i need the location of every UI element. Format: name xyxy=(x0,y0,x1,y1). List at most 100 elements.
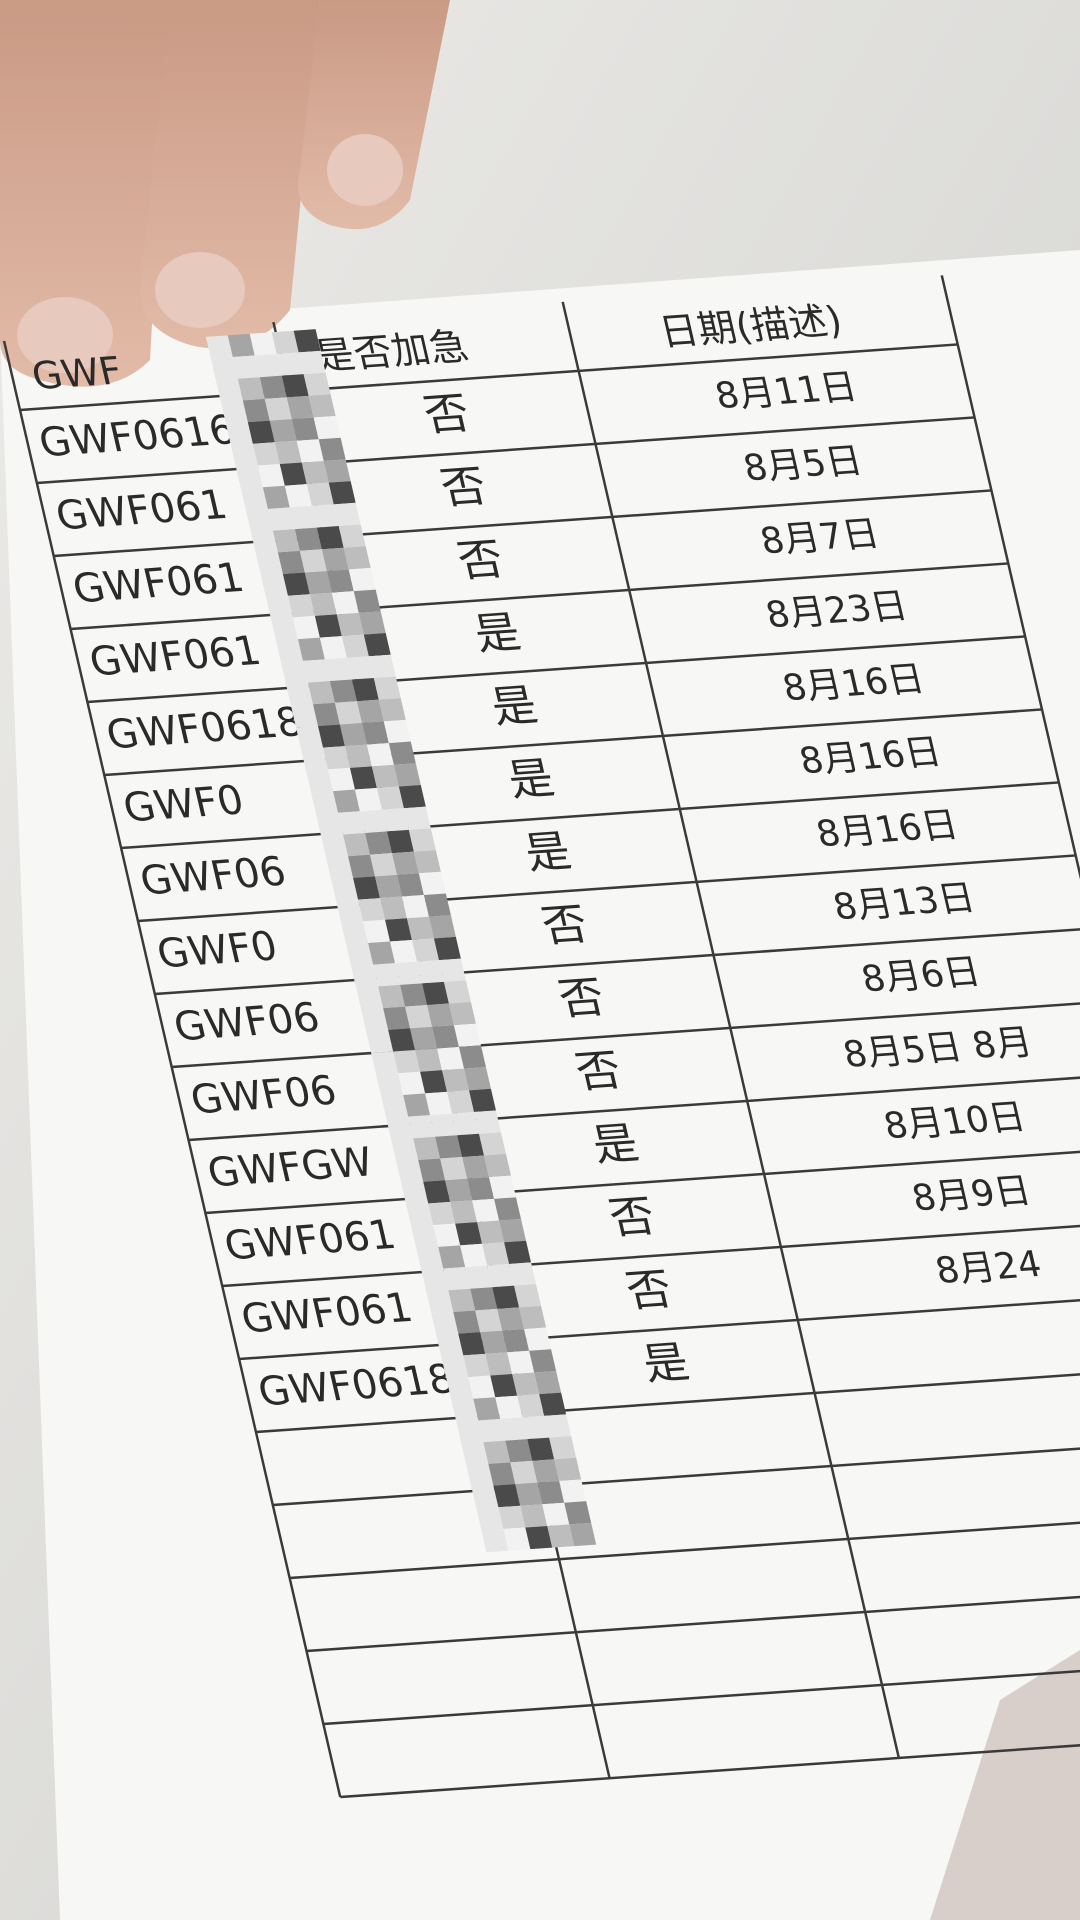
redaction-pixel xyxy=(431,1311,459,1336)
redaction-pixel xyxy=(378,984,406,1009)
row-rule xyxy=(87,635,1026,704)
redaction-pixel xyxy=(376,786,404,810)
redaction-pixel xyxy=(316,526,344,550)
redaction-pixel xyxy=(393,1049,421,1074)
date-cell: 8月16日 xyxy=(778,657,928,709)
redaction-pixel xyxy=(338,811,365,835)
redaction-pixel xyxy=(331,877,359,902)
redaction-pixel xyxy=(547,1524,575,1548)
nail xyxy=(327,134,403,206)
redaction-pixel xyxy=(497,1307,525,1331)
redaction-pixel xyxy=(383,1006,411,1030)
redaction-pixel xyxy=(514,1284,542,1308)
redaction-pixel xyxy=(492,1285,520,1309)
code-cell: GWF06 xyxy=(136,849,291,904)
redaction-pixel xyxy=(410,1026,438,1050)
redaction-pixel xyxy=(237,377,265,401)
redaction-pixel xyxy=(270,617,298,641)
redaction-pixel xyxy=(502,1329,530,1353)
redaction-pixel xyxy=(473,1397,501,1421)
redaction-pixel xyxy=(356,986,384,1010)
redaction-pixel xyxy=(346,943,374,967)
redaction-pixel xyxy=(276,352,304,376)
redaction-pixel xyxy=(328,481,356,505)
redaction-pixel xyxy=(333,502,361,527)
redaction-pixel xyxy=(351,677,379,702)
redaction-pixel xyxy=(503,1527,531,1551)
date-cell: 8月7日 xyxy=(756,512,883,562)
redaction-pixel xyxy=(403,1093,431,1117)
redaction-pixel xyxy=(433,936,461,961)
redaction-pixel xyxy=(257,464,285,488)
redaction-pixel xyxy=(334,701,362,725)
redaction-pixel xyxy=(358,611,386,635)
redaction-pixel xyxy=(507,1350,535,1375)
redaction-pixel xyxy=(227,333,255,358)
redaction-pixel xyxy=(363,633,391,657)
redaction-pixel xyxy=(393,763,421,787)
redaction-pixel xyxy=(250,530,278,554)
redaction-pixel xyxy=(469,1088,496,1113)
redaction-pixel xyxy=(505,1439,533,1463)
redaction-pixel xyxy=(381,1094,409,1119)
redaction-pixel xyxy=(499,1219,527,1243)
redaction-pixel xyxy=(371,1051,399,1075)
redaction-pixel xyxy=(487,1263,515,1288)
redaction-pixel xyxy=(307,681,335,705)
redaction-pixel xyxy=(438,1245,466,1269)
redaction-pixel xyxy=(474,1110,501,1134)
redaction-pixel xyxy=(385,918,412,942)
redaction-pixel xyxy=(483,1440,511,1464)
redaction-pixel xyxy=(380,896,407,920)
redaction-pixel xyxy=(331,591,359,615)
redaction-pixel xyxy=(482,1242,510,1266)
redaction-pixel xyxy=(479,1132,506,1156)
redaction-pixel xyxy=(512,1372,540,1396)
redaction-pixel xyxy=(354,788,382,812)
date-cell: 8月23日 xyxy=(762,584,912,636)
redaction-pixel xyxy=(249,332,277,356)
redaction-pixel xyxy=(312,702,340,726)
redaction-pixel xyxy=(398,784,426,809)
redaction-pixel xyxy=(326,569,354,593)
redaction-pixel xyxy=(291,704,318,728)
redaction-pixel xyxy=(339,722,367,747)
redaction-pixel xyxy=(395,961,423,985)
redaction-pixel xyxy=(446,1377,474,1401)
redaction-pixel xyxy=(517,1394,545,1418)
redaction-pixel xyxy=(388,1028,416,1052)
redaction-pixel xyxy=(453,1310,481,1334)
redaction-pixel xyxy=(346,656,374,680)
redaction-pixel xyxy=(549,1436,577,1460)
redaction-pixel xyxy=(366,743,394,767)
redaction-pixel xyxy=(427,1003,454,1027)
row-rule xyxy=(272,1438,1080,1507)
redaction-pixel xyxy=(453,1023,481,1047)
redaction-pixel xyxy=(554,1457,582,1481)
redaction-pixel xyxy=(309,592,337,616)
redaction-pixel xyxy=(425,1091,453,1116)
row-rule xyxy=(70,562,1009,631)
redaction-pixel xyxy=(293,329,321,353)
redaction-pixel xyxy=(448,1288,476,1312)
nail xyxy=(155,252,245,328)
finger xyxy=(0,0,170,387)
redaction-pixel xyxy=(299,549,327,573)
redaction-pixel xyxy=(388,741,416,765)
redaction-pixel xyxy=(411,1225,439,1249)
redaction-pixel xyxy=(442,1068,470,1092)
shadow xyxy=(930,1650,1080,1920)
redaction-pixel xyxy=(306,769,334,793)
redaction-pixel xyxy=(413,1136,441,1161)
paper xyxy=(0,250,1080,1920)
redaction-pixel xyxy=(306,482,334,506)
redaction-pixel xyxy=(421,1268,449,1292)
redaction-pixel xyxy=(296,725,323,750)
redaction-pixel xyxy=(381,808,409,832)
redaction-pixel xyxy=(358,898,386,922)
redaction-pixel xyxy=(282,572,310,596)
redaction-pixel xyxy=(321,834,349,858)
redaction-pixel xyxy=(524,1327,552,1351)
